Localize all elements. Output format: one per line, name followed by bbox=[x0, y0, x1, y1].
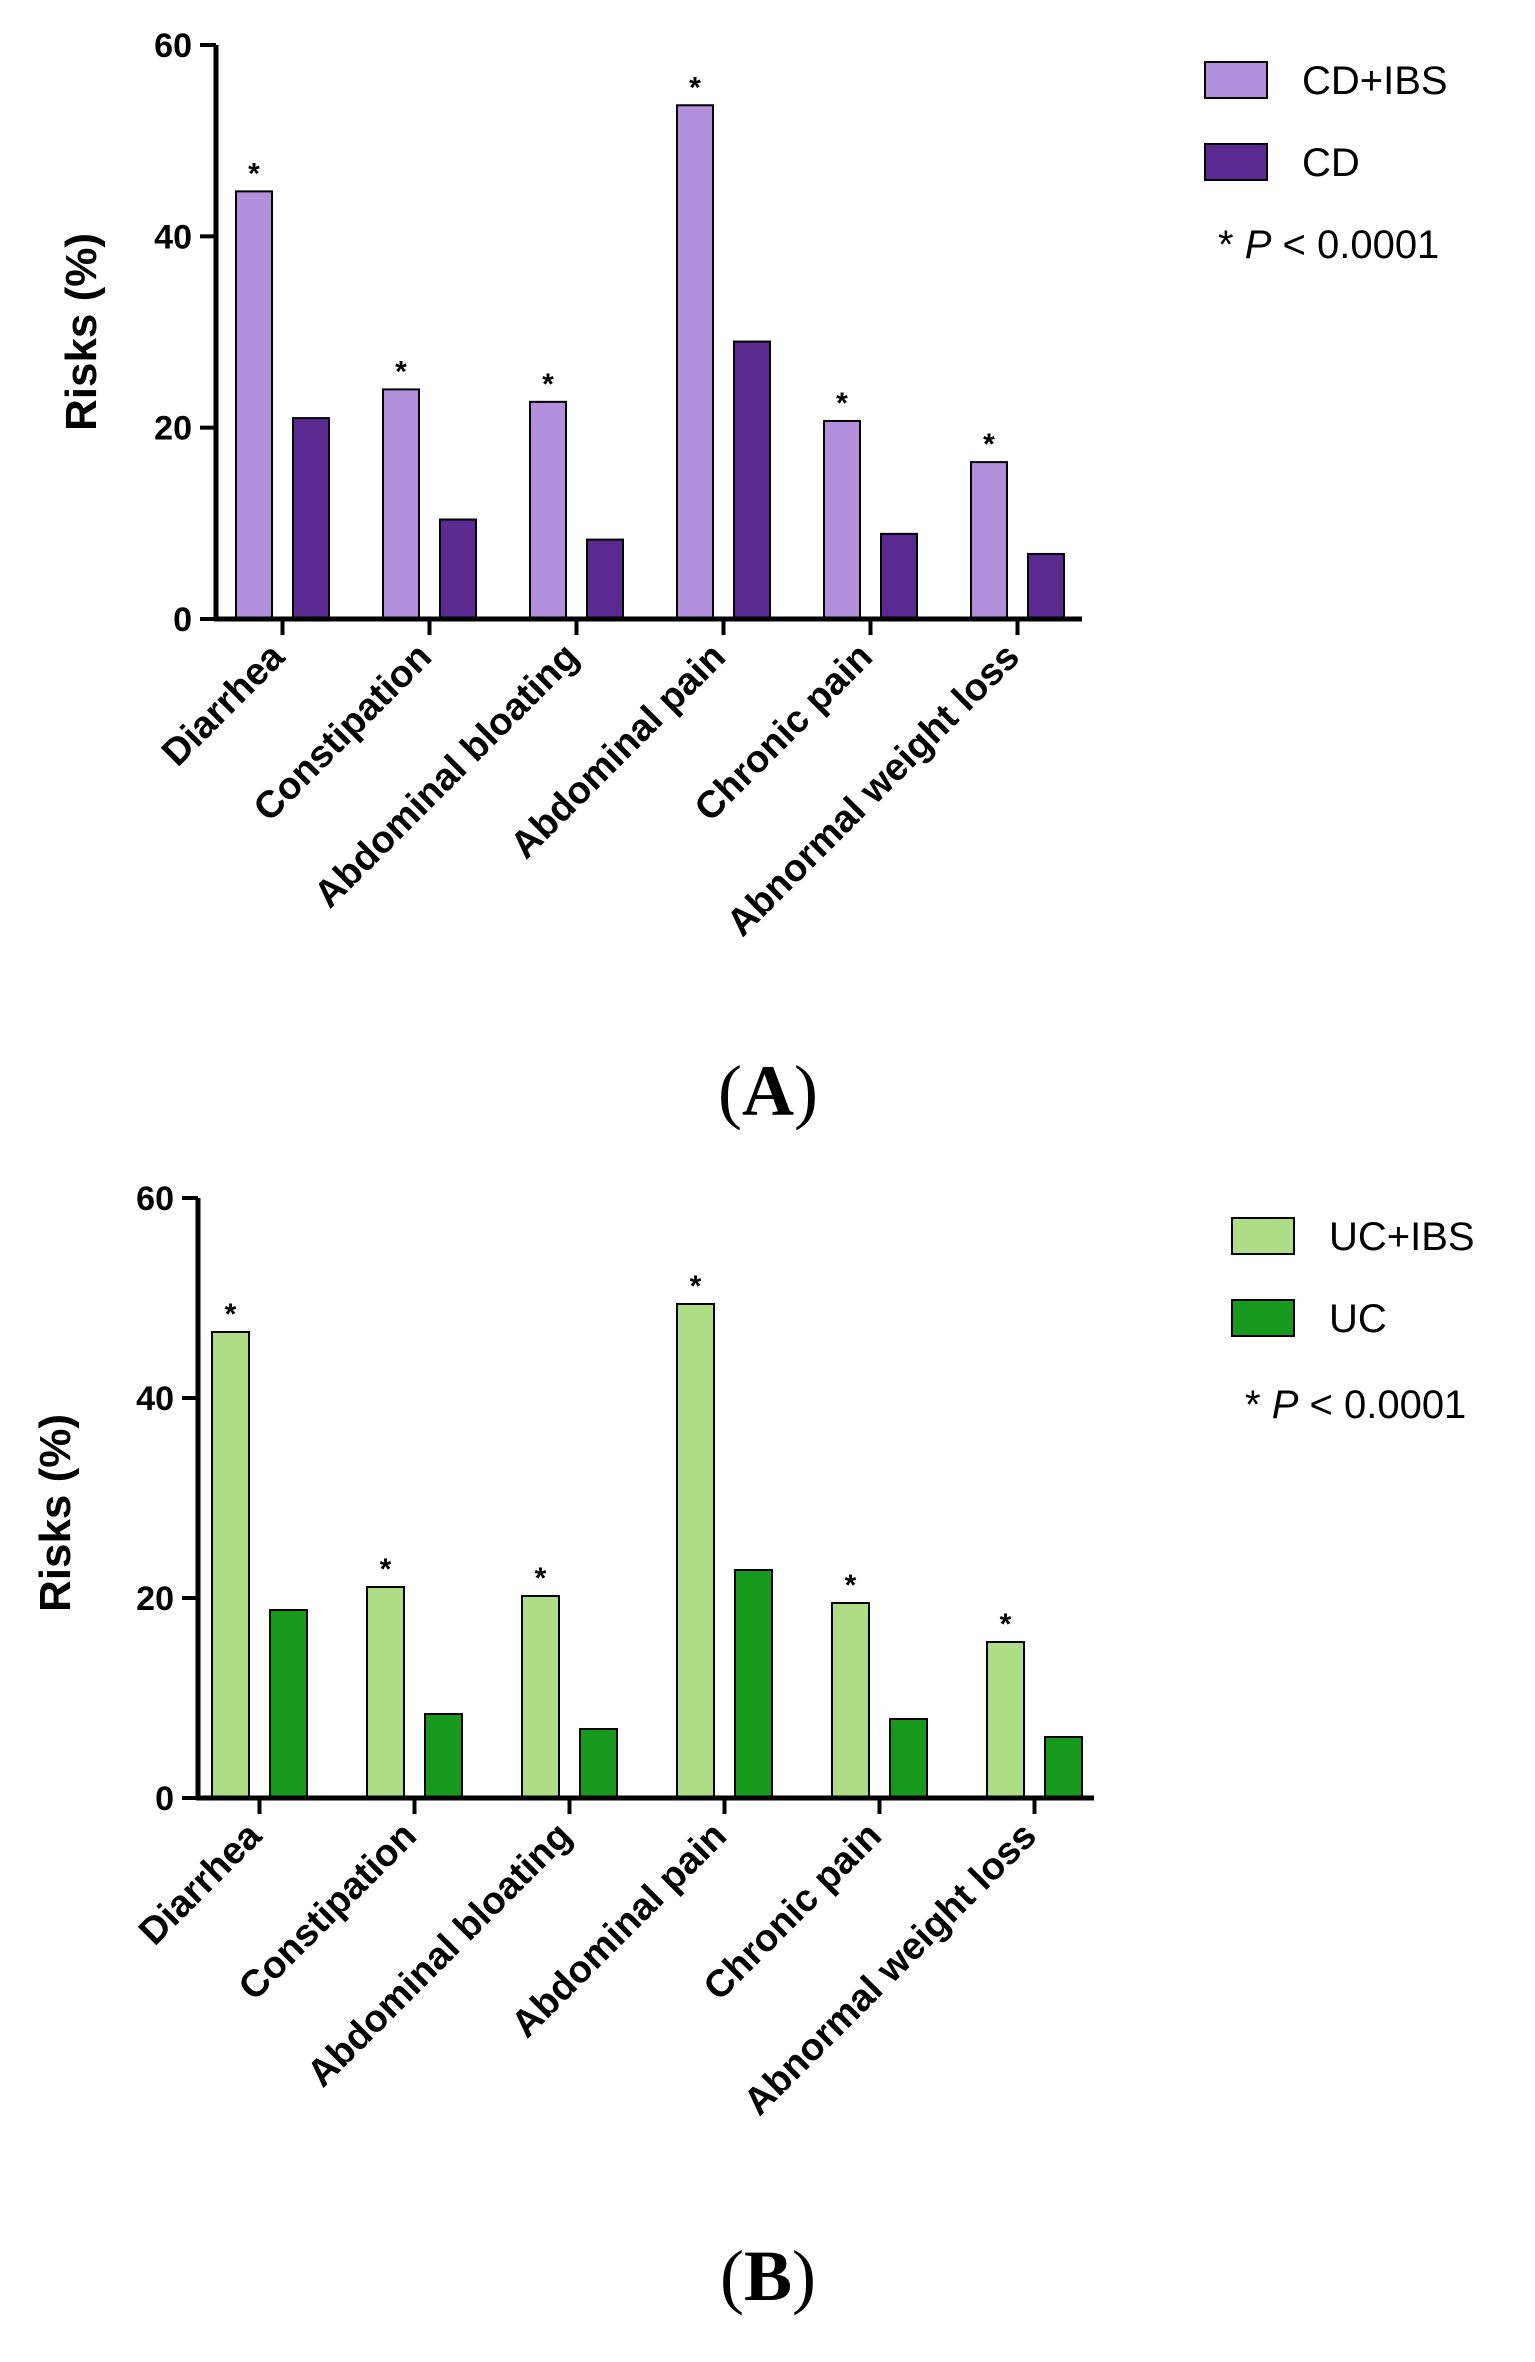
significance-star: * bbox=[836, 387, 848, 420]
bar-cd-4 bbox=[880, 532, 918, 621]
chart-panel-a: * * * * * * 0 20 40 60 DiarrheaConstipationAbdom… bbox=[57, 27, 1448, 1131]
axes-group bbox=[195, 1198, 1094, 1801]
y-tick-label: 60 bbox=[154, 27, 192, 65]
y-tick-label: 20 bbox=[154, 410, 192, 448]
note-star: * bbox=[1218, 223, 1245, 267]
note-p: P bbox=[1272, 1383, 1299, 1427]
x-tick-label: Diarrhea bbox=[131, 1814, 270, 1953]
panel-label-letter: B bbox=[744, 2236, 792, 2316]
bar-uc-ibs-5 bbox=[986, 1641, 1025, 1799]
bar-uc-3 bbox=[734, 1569, 773, 1799]
bar-uc-1 bbox=[424, 1713, 463, 1799]
legend-swatch-uc-ibs bbox=[1231, 1217, 1295, 1255]
x-tick-label: Abdominal bloating bbox=[306, 636, 586, 916]
significance-star: * bbox=[248, 157, 260, 190]
note-star: * bbox=[1245, 1383, 1272, 1427]
bar-cd-ibs-4 bbox=[823, 419, 861, 620]
significance-star: * bbox=[845, 1569, 857, 1602]
significance-star: * bbox=[380, 1553, 392, 1586]
bar-uc-ibs-2 bbox=[521, 1595, 560, 1799]
bar-cd-0 bbox=[292, 417, 330, 620]
legend-swatch-cd-ibs bbox=[1204, 61, 1268, 99]
bar-uc-5 bbox=[1044, 1736, 1083, 1799]
y-tick-label: 20 bbox=[136, 1580, 174, 1618]
axes-group bbox=[213, 45, 1082, 622]
y-ticks: 0 20 40 60 bbox=[154, 27, 216, 639]
bars-group bbox=[211, 1303, 1083, 1799]
note-value: < 0.0001 bbox=[1298, 1383, 1466, 1427]
legend-swatch-uc bbox=[1231, 1299, 1295, 1337]
bar-cd-2 bbox=[586, 538, 624, 621]
significance-star: * bbox=[225, 1298, 237, 1331]
y-axis-title: Risks (%) bbox=[57, 233, 106, 431]
bar-uc-0 bbox=[269, 1609, 308, 1799]
note-value: < 0.0001 bbox=[1271, 223, 1439, 267]
y-tick-label: 40 bbox=[136, 1380, 174, 1418]
panel-label-letter: A bbox=[742, 1051, 794, 1131]
legend: CD+IBS CD * P < 0.0001 bbox=[1204, 59, 1448, 267]
significance-star: * bbox=[689, 71, 701, 104]
y-tick-label: 60 bbox=[136, 1180, 174, 1218]
bar-cd-ibs-0 bbox=[235, 190, 273, 620]
bar-cd-ibs-5 bbox=[970, 461, 1008, 620]
bar-cd-ibs-1 bbox=[382, 388, 420, 620]
significance-star: * bbox=[1000, 1608, 1012, 1641]
bar-uc-ibs-1 bbox=[366, 1586, 405, 1799]
bar-cd-1 bbox=[439, 518, 477, 620]
significance-star: * bbox=[690, 1270, 702, 1303]
bar-uc-ibs-4 bbox=[831, 1602, 870, 1799]
significance-markers: * * * * * * bbox=[248, 71, 995, 461]
chart-panel-b: * * * * * * 0 20 40 60 DiarrheaConstipationAbdom… bbox=[31, 1180, 1475, 2316]
significance-markers: * * * * * * bbox=[225, 1270, 1012, 1641]
panel-label-open: ( bbox=[720, 2236, 744, 2316]
panel-label: (A) bbox=[718, 1051, 818, 1131]
bar-uc-2 bbox=[579, 1728, 618, 1799]
note-p: P bbox=[1245, 223, 1272, 267]
bar-uc-ibs-0 bbox=[211, 1331, 250, 1799]
panel-label-close: ) bbox=[792, 2236, 816, 2316]
x-tick-label: Abnormal weight loss bbox=[736, 1815, 1045, 2124]
x-tick-label: Diarrhea bbox=[154, 635, 293, 774]
legend-label: UC+IBS bbox=[1329, 1215, 1475, 1259]
bar-cd-ibs-3 bbox=[676, 104, 714, 620]
bar-uc-4 bbox=[889, 1718, 928, 1799]
bar-uc-ibs-3 bbox=[676, 1303, 715, 1799]
significance-note: * P < 0.0001 bbox=[1245, 1383, 1466, 1427]
legend-label: CD bbox=[1302, 141, 1360, 185]
y-ticks: 0 20 40 60 bbox=[136, 1180, 198, 1818]
y-tick-label: 0 bbox=[155, 1780, 174, 1818]
significance-star: * bbox=[535, 1562, 547, 1595]
y-axis-title: Risks (%) bbox=[31, 1414, 80, 1612]
legend-swatch-cd bbox=[1204, 143, 1268, 181]
y-tick-label: 0 bbox=[173, 601, 192, 639]
bars-group bbox=[235, 104, 1065, 621]
x-tick-label: Abdominal bloating bbox=[299, 1815, 579, 2095]
bar-cd-3 bbox=[733, 340, 771, 620]
legend-label: UC bbox=[1329, 1297, 1387, 1341]
bar-cd-ibs-2 bbox=[529, 400, 567, 620]
significance-note: * P < 0.0001 bbox=[1218, 223, 1439, 267]
legend-label: CD+IBS bbox=[1302, 59, 1448, 103]
bar-cd-5 bbox=[1027, 552, 1065, 620]
panel-label-open: ( bbox=[718, 1051, 742, 1131]
significance-star: * bbox=[983, 428, 995, 461]
x-tick-label: Abnormal weight loss bbox=[719, 636, 1028, 945]
y-tick-label: 40 bbox=[154, 218, 192, 256]
significance-star: * bbox=[542, 368, 554, 401]
panel-label-close: ) bbox=[794, 1051, 818, 1131]
significance-star: * bbox=[395, 355, 407, 388]
panel-label: (B) bbox=[720, 2236, 816, 2316]
legend: UC+IBS UC * P < 0.0001 bbox=[1231, 1215, 1475, 1427]
